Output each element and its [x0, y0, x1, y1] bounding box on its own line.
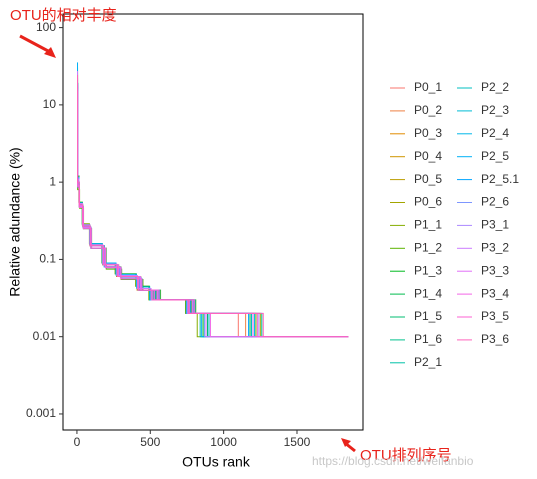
y-tick-label: 0.01	[33, 329, 57, 343]
annotation: OTU排列序号	[360, 447, 452, 464]
arrow-head	[341, 438, 351, 447]
x-axis-title: OTUs rank	[182, 454, 251, 470]
legend-label: P2_6	[481, 195, 509, 209]
legend-label: P1_1	[414, 218, 442, 232]
legend-label: P1_4	[414, 286, 442, 300]
legend-label: P2_5.1	[481, 172, 519, 186]
legend-label: P2_4	[481, 126, 509, 140]
legend-label: P1_5	[414, 309, 442, 323]
legend-label: P2_3	[481, 103, 509, 117]
y-axis-title: Relative adundance (%)	[7, 147, 23, 296]
arrow-head	[44, 47, 56, 58]
y-tick-label: 0.1	[39, 252, 56, 266]
legend-label: P3_2	[481, 240, 509, 254]
legend-label: P1_6	[414, 332, 442, 346]
legend-label: P0_1	[414, 80, 442, 94]
arrow	[19, 34, 51, 54]
y-tick-label: 100	[36, 20, 56, 34]
legend-label: P1_2	[414, 240, 442, 254]
plot-frame	[62, 13, 364, 431]
legend-label: P3_4	[481, 286, 509, 300]
legend-label: P0_6	[414, 195, 442, 209]
x-tick-label: 1500	[284, 435, 311, 449]
y-tick-label: 10	[43, 97, 57, 111]
watermark: https://blog.csdn.net/weifanbio	[312, 454, 474, 468]
legend-label: P1_3	[414, 263, 442, 277]
annotation: OTU的相对丰度	[10, 7, 117, 24]
legend-label: P3_1	[481, 218, 509, 232]
legend-label: P0_5	[414, 172, 442, 186]
legend-label: P3_5	[481, 309, 509, 323]
legend-label: P0_2	[414, 103, 442, 117]
legend-label: P2_1	[414, 355, 442, 369]
x-tick-label: 0	[74, 435, 81, 449]
x-tick-label: 1000	[210, 435, 237, 449]
x-tick-label: 500	[140, 435, 160, 449]
legend-label: P0_4	[414, 149, 442, 163]
legend-label: P3_3	[481, 263, 509, 277]
legend-label: P0_3	[414, 126, 442, 140]
legend-label: P3_6	[481, 332, 509, 346]
legend-label: P2_2	[481, 80, 509, 94]
series-line	[77, 74, 349, 338]
y-tick-label: 1	[49, 174, 56, 188]
y-tick-label: 0.001	[26, 406, 56, 420]
legend-label: P2_5	[481, 149, 509, 163]
